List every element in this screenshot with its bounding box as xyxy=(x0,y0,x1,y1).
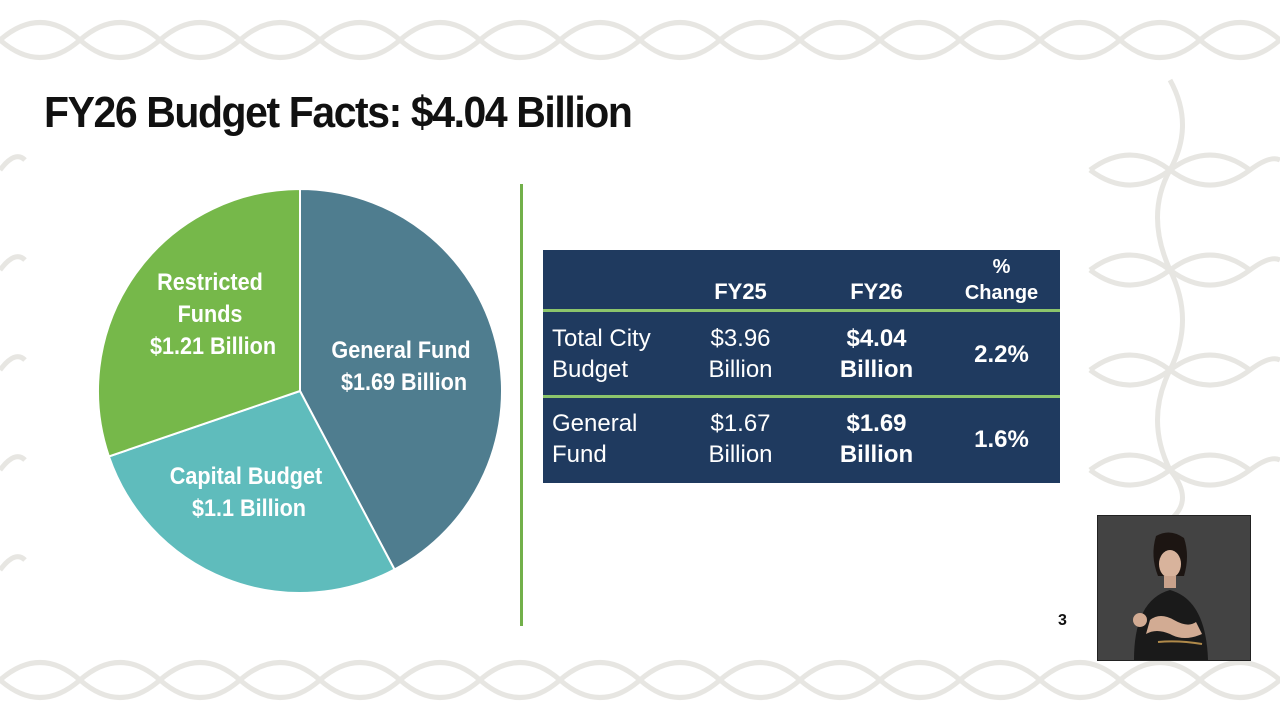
slice-label-capital-budget: Capital Budget $1.1 Billion xyxy=(170,462,328,521)
header-fy25: FY25 xyxy=(714,279,767,304)
slice-label-general-fund: General Fund $1.69 Billion xyxy=(331,336,476,395)
header-change: Change xyxy=(964,282,1039,304)
slice-label-restricted-funds: Restricted Funds $1.21 Billion xyxy=(150,268,276,359)
row-label-line2: Fund xyxy=(552,441,607,468)
slice-label-capital-budget-value: $1.1 Billion xyxy=(192,494,306,521)
pie-slice-capital-budget xyxy=(107,389,396,594)
fy25-unit: Billion xyxy=(708,356,773,383)
budget-comparison-table: FY25 FY26 % Change Total City Budget $3.… xyxy=(543,250,1060,483)
slide-title: FY26 Budget Facts: $4.04 Billion xyxy=(44,88,633,137)
fy26-unit: Billion xyxy=(839,356,914,383)
pie-slice-restricted-funds xyxy=(97,187,301,458)
table-header-row: FY25 FY26 % Change xyxy=(543,250,1060,311)
sign-language-interpreter-video xyxy=(1097,515,1251,661)
table-row: General Fund $1.67 Billion $1.69 Billion… xyxy=(543,398,1060,483)
fy25-value: $1.67 xyxy=(710,410,771,437)
slice-label-restricted-funds-name-1: Restricted xyxy=(157,268,263,295)
vertical-divider xyxy=(520,184,523,626)
pie-slice-general-fund xyxy=(299,187,503,571)
fy25-unit: Billion xyxy=(708,441,773,468)
fy26-value: $1.69 xyxy=(846,410,907,437)
percent-change: 2.2% xyxy=(974,341,1029,368)
fy25-value: $3.96 xyxy=(710,325,771,352)
slice-label-capital-budget-name: Capital Budget xyxy=(170,462,323,489)
slice-label-general-fund-value: $1.69 Billion xyxy=(341,368,467,395)
percent-change: 1.6% xyxy=(974,426,1029,453)
header-fy26: FY26 xyxy=(850,279,903,304)
header-percent: % xyxy=(992,256,1011,278)
slice-label-restricted-funds-name-2: Funds xyxy=(178,300,243,327)
budget-pie-chart: General Fund $1.69 Billion Capital Budge… xyxy=(97,187,503,594)
page-number: 3 xyxy=(1058,612,1067,629)
interpreter-figure-icon xyxy=(1098,516,1250,660)
row-label-line2: Budget xyxy=(552,356,629,383)
row-label-line1: Total City xyxy=(552,325,651,352)
slice-label-general-fund-name: General Fund xyxy=(331,336,470,363)
fy26-unit: Billion xyxy=(839,441,914,468)
row-label-line1: General xyxy=(552,410,638,437)
slice-label-restricted-funds-value: $1.21 Billion xyxy=(150,332,276,359)
table-rule xyxy=(543,309,1060,312)
table-row: Total City Budget $3.96 Billion $4.04 Bi… xyxy=(543,312,1060,395)
table-rule xyxy=(543,395,1060,398)
fy26-value: $4.04 xyxy=(846,325,907,352)
